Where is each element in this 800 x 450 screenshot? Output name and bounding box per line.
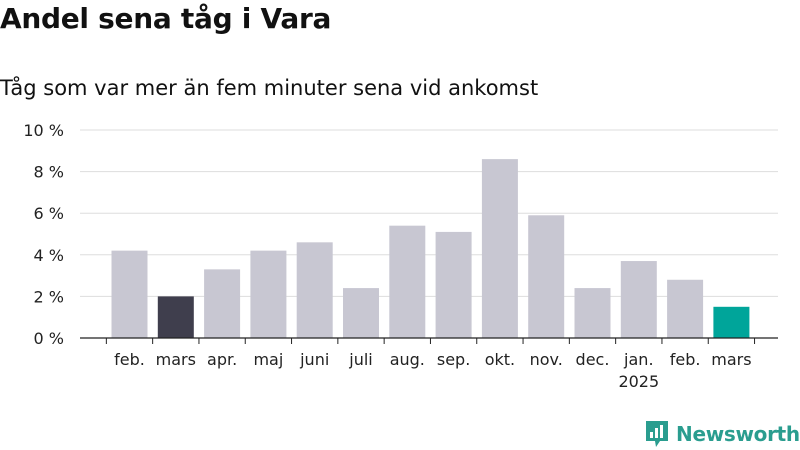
bar-mars	[157, 296, 194, 338]
y-tick-label: 10 %	[23, 121, 64, 140]
x-tick-label: okt.	[485, 350, 515, 369]
bar-sep	[435, 231, 472, 338]
y-tick-label: 0 %	[34, 329, 64, 348]
x-tick-label: feb.	[114, 350, 145, 369]
bar-juni	[296, 242, 333, 338]
newsworthy-logo: Newsworthy	[644, 420, 800, 448]
bar-feb	[111, 250, 148, 338]
x-tick-label: juli	[348, 350, 372, 369]
grid-lines	[80, 129, 778, 297]
bar-maj	[250, 250, 287, 338]
x-tick-label: mars	[156, 350, 196, 369]
x-tick-label: juni	[299, 350, 329, 369]
x-tick-label: sep.	[437, 350, 470, 369]
x-tick-label: jan.	[623, 350, 653, 369]
bar-apr	[204, 269, 241, 338]
x-axis	[80, 337, 778, 344]
x-tick-label: mars	[711, 350, 751, 369]
newsworthy-logo-icon	[646, 421, 668, 447]
x-tick-label: feb.	[670, 350, 701, 369]
bar-feb	[667, 279, 704, 338]
x-tick-label: nov.	[530, 350, 563, 369]
x-tick-sublabel: 2025	[618, 372, 659, 391]
bar-jan	[620, 261, 657, 338]
x-axis-tick-labels: feb. mars apr. maj juni juli aug. sep. okt. nov. d…	[114, 350, 751, 391]
bar-okt	[481, 159, 518, 338]
bars	[111, 159, 750, 338]
y-tick-label: 4 %	[34, 246, 64, 265]
chart-title: Andel sena tåg i Vara	[0, 2, 332, 35]
bar-juli	[343, 288, 379, 338]
y-tick-label: 6 %	[34, 204, 64, 223]
chart-subtitle: Tåg som var mer än fem minuter sena vid …	[0, 76, 539, 100]
y-tick-label: 8 %	[34, 163, 64, 182]
x-tick-label: maj	[253, 350, 283, 369]
x-tick-label: dec.	[576, 350, 610, 369]
bar-nov	[528, 215, 565, 338]
y-tick-label: 2 %	[34, 287, 64, 306]
y-axis-tick-labels: 0 % 2 % 4 % 6 % 8 % 10 %	[23, 121, 64, 348]
bar-mars	[713, 306, 750, 338]
x-tick-label: apr.	[207, 350, 237, 369]
bar-aug	[389, 225, 426, 338]
bar-dec	[574, 288, 611, 338]
newsworthy-logo-text: Newsworthy	[676, 422, 800, 446]
x-tick-label: aug.	[390, 350, 425, 369]
